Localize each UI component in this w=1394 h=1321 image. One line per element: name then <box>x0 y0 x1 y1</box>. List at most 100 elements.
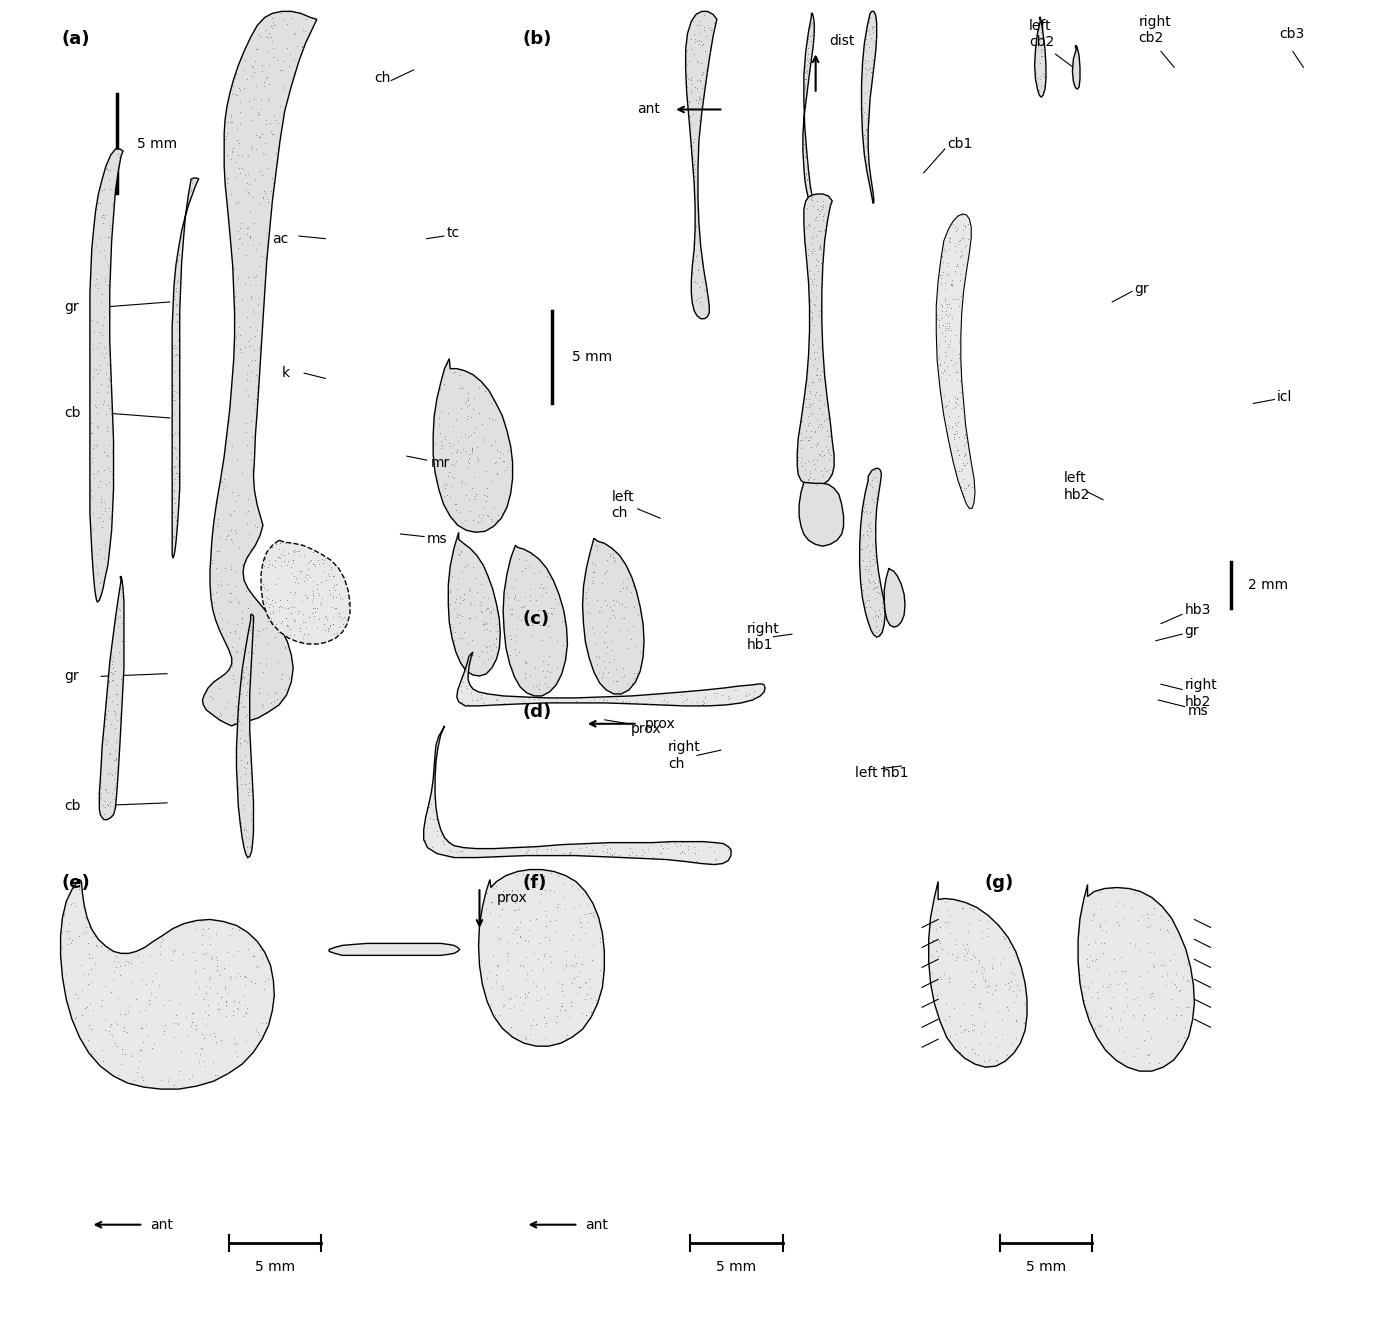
Point <box>234 764 256 785</box>
Point <box>567 946 590 967</box>
Point <box>809 384 831 406</box>
Point <box>807 346 829 367</box>
Point <box>806 433 828 454</box>
Point <box>208 540 230 561</box>
Point <box>934 345 956 366</box>
Point <box>811 403 834 424</box>
Point <box>960 1038 983 1059</box>
Point <box>818 449 841 470</box>
Point <box>241 427 263 448</box>
Point <box>467 402 489 423</box>
Point <box>569 911 591 933</box>
Point <box>1034 61 1057 82</box>
Point <box>595 841 618 863</box>
Point <box>219 967 241 988</box>
Point <box>926 941 948 962</box>
Point <box>549 996 572 1017</box>
Point <box>859 20 881 41</box>
Point <box>997 972 1019 993</box>
Point <box>166 310 188 332</box>
Point <box>1030 38 1052 59</box>
Point <box>684 77 707 98</box>
Point <box>149 931 171 952</box>
Point <box>1138 1045 1160 1066</box>
Point <box>105 773 127 794</box>
Point <box>167 250 190 271</box>
Point <box>234 658 256 679</box>
Point <box>802 354 824 375</box>
Point <box>464 567 487 588</box>
Point <box>454 473 477 494</box>
Point <box>107 616 130 637</box>
Point <box>89 995 112 1016</box>
Point <box>551 974 573 995</box>
Point <box>533 946 555 967</box>
Point <box>82 925 105 946</box>
Point <box>198 968 220 989</box>
Point <box>938 230 960 251</box>
Point <box>297 552 319 573</box>
Text: ant: ant <box>637 103 661 116</box>
Point <box>672 841 694 863</box>
Point <box>546 593 569 614</box>
Point <box>93 267 116 288</box>
Point <box>92 791 114 812</box>
Point <box>795 388 817 410</box>
Point <box>871 592 894 613</box>
Point <box>428 415 450 436</box>
Point <box>289 621 311 642</box>
Point <box>98 472 120 493</box>
Point <box>1107 914 1129 935</box>
Point <box>683 836 705 857</box>
Point <box>868 473 891 494</box>
Point <box>254 946 276 967</box>
Polygon shape <box>686 12 717 318</box>
Point <box>123 1069 145 1090</box>
Point <box>470 687 492 708</box>
Point <box>237 164 259 185</box>
Point <box>459 489 481 510</box>
Point <box>495 583 517 604</box>
Point <box>89 470 112 491</box>
Point <box>627 602 650 624</box>
Point <box>652 838 675 859</box>
Point <box>113 1016 135 1037</box>
Point <box>492 450 514 472</box>
Point <box>229 91 251 112</box>
Point <box>809 221 831 242</box>
Point <box>487 927 509 948</box>
Point <box>1125 1037 1147 1058</box>
Point <box>191 934 213 955</box>
Point <box>861 579 884 600</box>
Point <box>162 941 184 962</box>
Point <box>871 596 894 617</box>
Point <box>262 123 284 144</box>
Point <box>236 503 258 524</box>
Point <box>262 11 284 32</box>
Point <box>227 777 250 798</box>
Point <box>802 196 824 217</box>
Point <box>866 605 888 626</box>
Point <box>436 402 459 423</box>
Point <box>243 655 265 676</box>
Point <box>861 16 884 37</box>
Point <box>229 102 251 123</box>
Point <box>268 538 290 559</box>
Point <box>71 963 93 984</box>
Point <box>236 369 258 390</box>
Point <box>806 199 828 221</box>
Point <box>291 37 314 58</box>
Point <box>811 205 834 226</box>
Point <box>81 486 103 507</box>
Point <box>542 598 565 620</box>
Point <box>192 958 215 979</box>
Point <box>683 250 705 271</box>
Point <box>248 653 270 674</box>
Point <box>441 613 463 634</box>
Point <box>245 388 268 410</box>
Point <box>1025 62 1047 83</box>
Point <box>810 235 832 256</box>
Point <box>110 1054 132 1075</box>
Point <box>973 959 995 980</box>
Point <box>471 413 493 435</box>
